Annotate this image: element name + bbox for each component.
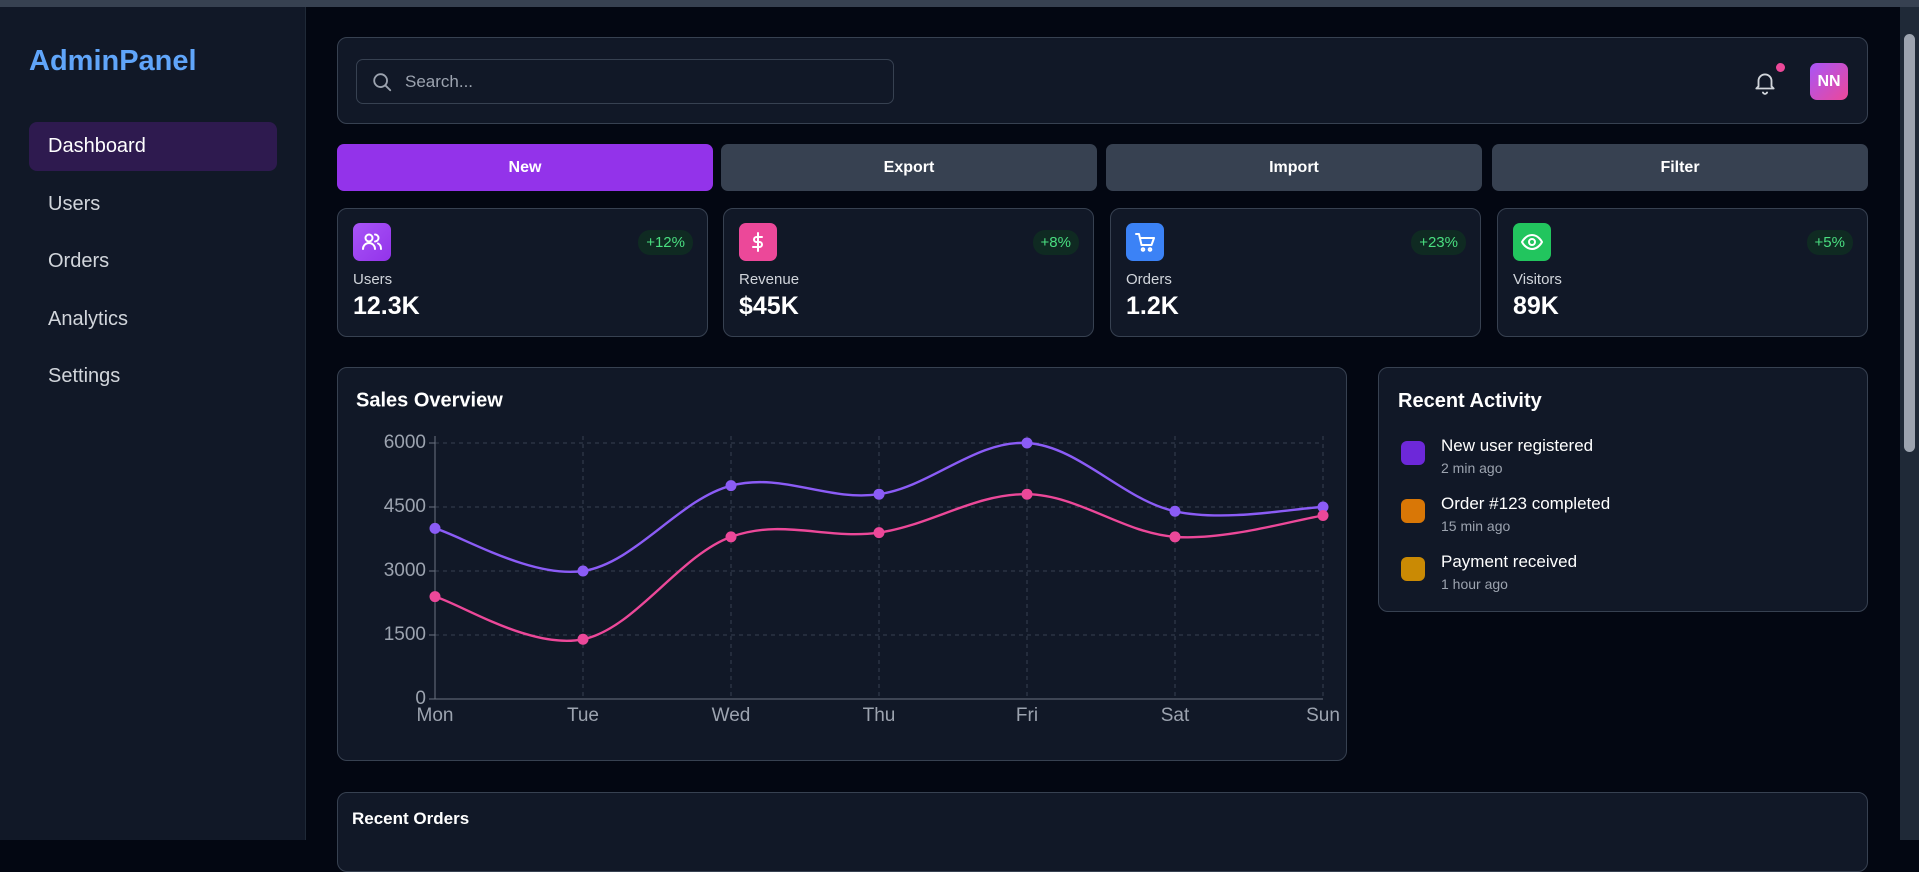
action-button[interactable]: Export: [721, 144, 1097, 191]
activity-icon: [1401, 557, 1425, 581]
data-point: [1169, 531, 1181, 543]
data-point: [873, 488, 885, 500]
chart-title: Sales Overview: [356, 389, 503, 411]
action-button[interactable]: Filter: [1492, 144, 1868, 191]
x-tick-label: Sun: [1306, 705, 1340, 726]
y-tick-label: 6000: [384, 432, 426, 453]
data-point: [1317, 510, 1329, 522]
stat-icon: [353, 223, 391, 261]
y-tick-label: 4500: [384, 496, 426, 517]
stat-change: +12%: [638, 230, 693, 255]
sidebar: AdminPanel Dashboard Users Orders Analytics…: [0, 7, 306, 840]
search-icon: [373, 73, 392, 92]
avatar[interactable]: NN: [1810, 63, 1848, 100]
x-tick-label: Sat: [1161, 705, 1190, 726]
activity-time: 2 min ago: [1441, 460, 1503, 476]
data-point: [577, 633, 589, 645]
nav-item[interactable]: Analytics: [48, 307, 129, 330]
data-point: [725, 480, 737, 492]
search-placeholder: Search...: [405, 72, 474, 91]
activity-text: New user registered: [1441, 436, 1594, 455]
x-tick-label: Mon: [417, 705, 454, 726]
data-point: [429, 591, 441, 603]
data-point: [1021, 437, 1033, 449]
x-tick-label: Tue: [567, 705, 599, 726]
data-point: [1169, 505, 1181, 517]
scrollbar[interactable]: [1900, 7, 1919, 840]
x-tick-label: Fri: [1016, 705, 1038, 726]
stat-card: +23% Orders 1.2K: [1110, 208, 1481, 337]
stat-card: +8% Revenue $45K: [723, 208, 1094, 337]
nav-item[interactable]: Users: [48, 192, 101, 215]
stat-card: +12% Users 12.3K: [337, 208, 708, 337]
nav-item[interactable]: Settings: [48, 365, 121, 387]
data-point: [1021, 488, 1033, 500]
stat-label: Users: [353, 271, 393, 288]
activity-time: 1 hour ago: [1441, 576, 1508, 592]
data-point: [577, 565, 589, 577]
search-box[interactable]: Search...: [356, 59, 894, 104]
stat-label: Orders: [1126, 271, 1172, 288]
stat-change: +8%: [1032, 230, 1079, 255]
stat-value: 89K: [1513, 292, 1559, 320]
activity-icon: [1401, 441, 1425, 465]
stat-label: Revenue: [739, 271, 800, 288]
action-button[interactable]: New: [337, 144, 713, 191]
stat-value: 12.3K: [353, 292, 420, 320]
y-tick-label: 1500: [384, 624, 426, 645]
activity-text: Order #123 completed: [1441, 494, 1611, 513]
activity-title: Recent Activity: [1398, 390, 1542, 412]
x-tick-label: Thu: [863, 705, 896, 726]
action-button[interactable]: Import: [1106, 144, 1482, 191]
stat-icon-glyph: [752, 232, 763, 252]
stat-change: +5%: [1806, 230, 1853, 255]
stat-value: 1.2K: [1126, 292, 1179, 320]
activity-card: Recent Activity New user registered 2 min…: [1378, 367, 1868, 612]
stat-icon: [1126, 223, 1164, 261]
activity-icon: [1401, 499, 1425, 523]
data-point: [725, 531, 737, 543]
stat-icon: [739, 223, 777, 261]
stat-label: Visitors: [1513, 271, 1562, 288]
orders-card: Recent Orders: [337, 792, 1868, 872]
stat-icon-glyph: [362, 233, 382, 250]
window-top: [0, 0, 1919, 7]
data-point: [1317, 501, 1329, 513]
scroll-thumb[interactable]: [1904, 34, 1915, 452]
brand: AdminPanel: [29, 45, 197, 77]
nav-item[interactable]: Orders: [48, 250, 110, 272]
orders-title: Recent Orders: [352, 809, 470, 828]
x-tick-label: Wed: [712, 705, 751, 726]
stat-value: $45K: [739, 292, 799, 320]
notification-bell[interactable]: [1752, 69, 1778, 95]
sales-chart: Sales Overview 0 1500 3000 4500 6000 Mon Tue We…: [356, 389, 1340, 726]
data-point: [429, 522, 441, 534]
data-point: [873, 527, 885, 539]
y-tick-label: 0: [415, 688, 426, 709]
stat-icon-glyph: [1135, 233, 1155, 252]
stat-icon: [1513, 223, 1551, 261]
y-tick-label: 3000: [384, 560, 426, 581]
top-bar: Search... NN: [337, 37, 1868, 124]
nav-item[interactable]: Dashboard: [29, 122, 277, 171]
notification-dot: [1776, 63, 1785, 72]
activity-text: Payment received: [1441, 552, 1578, 571]
sales-card: Sales Overview 0 1500 3000 4500 6000 Mon Tue We…: [337, 367, 1347, 761]
stat-change: +23%: [1411, 230, 1466, 255]
activity-time: 15 min ago: [1441, 518, 1511, 534]
stat-icon-glyph: [1521, 234, 1543, 250]
stat-card: +5% Visitors 89K: [1497, 208, 1868, 337]
